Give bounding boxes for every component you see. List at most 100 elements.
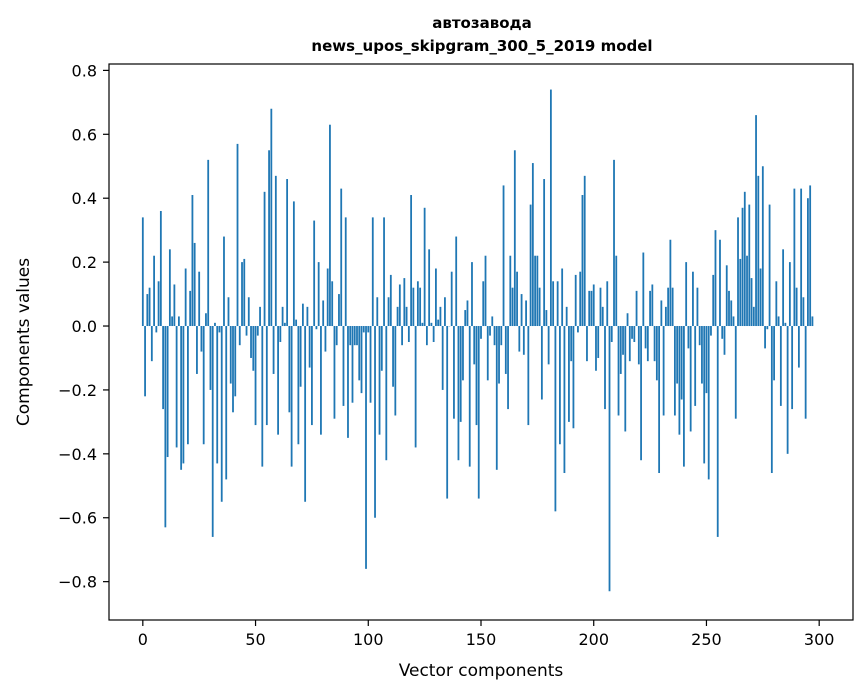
bar xyxy=(444,297,446,327)
bar xyxy=(394,326,397,416)
x-tick-label: 50 xyxy=(245,630,265,649)
bar xyxy=(407,326,410,342)
bar xyxy=(475,326,478,426)
bar xyxy=(504,326,507,374)
bar xyxy=(809,185,812,327)
bar xyxy=(527,326,530,426)
bar xyxy=(683,326,685,467)
bar xyxy=(202,326,205,445)
bar xyxy=(797,326,800,368)
bar xyxy=(631,326,633,339)
bar xyxy=(635,290,638,327)
bar xyxy=(610,326,613,342)
bar xyxy=(234,326,237,397)
bar xyxy=(561,268,564,327)
bar xyxy=(473,326,476,365)
y-tick-label: 0.8 xyxy=(72,61,97,80)
x-axis-ticks: 0 50 100 150 200 250 300 xyxy=(138,620,835,649)
bar xyxy=(811,316,814,327)
bar xyxy=(705,326,708,394)
bar xyxy=(196,326,198,374)
bar xyxy=(403,278,406,327)
bar xyxy=(710,326,712,336)
bar xyxy=(538,287,541,327)
bar xyxy=(509,255,512,327)
bar xyxy=(306,306,309,327)
bar xyxy=(286,179,289,327)
x-tick-label: 150 xyxy=(466,630,497,649)
bar xyxy=(770,326,773,474)
bar xyxy=(459,326,462,422)
bar xyxy=(513,150,516,327)
bar xyxy=(191,195,194,327)
bar xyxy=(739,258,742,327)
bar xyxy=(396,306,399,327)
bar xyxy=(200,326,203,352)
bar xyxy=(615,255,618,327)
bar xyxy=(279,326,282,342)
bar xyxy=(743,191,746,327)
bar xyxy=(184,268,187,327)
bar xyxy=(347,326,349,438)
bar xyxy=(189,290,192,327)
bar xyxy=(750,278,753,327)
bar xyxy=(606,281,609,327)
bar xyxy=(698,326,701,346)
bar xyxy=(507,326,509,410)
bar xyxy=(464,310,467,327)
bar xyxy=(421,322,424,327)
bar xyxy=(398,284,401,327)
bar xyxy=(800,188,803,327)
bar xyxy=(624,326,627,432)
bar xyxy=(272,326,275,374)
bar xyxy=(692,271,694,327)
bar xyxy=(617,326,620,416)
bar xyxy=(392,326,394,387)
bar xyxy=(301,303,304,327)
bar xyxy=(572,326,575,429)
bar xyxy=(268,150,270,327)
bar xyxy=(662,326,665,416)
bar xyxy=(430,322,433,327)
bar xyxy=(604,326,606,410)
bar xyxy=(531,163,534,327)
bar xyxy=(340,188,343,327)
bar xyxy=(218,326,221,333)
bar xyxy=(437,319,440,327)
bar xyxy=(216,326,219,464)
bar xyxy=(536,255,539,327)
bar xyxy=(489,326,491,336)
bar xyxy=(696,287,699,327)
bar xyxy=(755,115,757,327)
bar xyxy=(261,326,264,467)
plot-frame xyxy=(108,63,854,621)
bar xyxy=(342,326,345,406)
bar xyxy=(326,268,329,327)
bar xyxy=(367,326,370,333)
bar xyxy=(644,326,647,349)
bar xyxy=(333,326,336,419)
bar xyxy=(232,326,234,413)
bar xyxy=(419,287,422,327)
bar xyxy=(290,326,293,467)
bar xyxy=(462,326,464,381)
bar xyxy=(786,326,789,454)
bar xyxy=(649,290,651,327)
bar xyxy=(608,326,611,592)
bar xyxy=(313,220,316,327)
x-tick-label: 300 xyxy=(804,630,835,649)
bar xyxy=(324,326,327,352)
bar xyxy=(664,306,667,327)
bar xyxy=(757,175,760,327)
bar xyxy=(360,326,363,394)
bar xyxy=(559,326,561,445)
bar xyxy=(259,306,261,327)
bar xyxy=(511,287,514,327)
y-tick-label: 0.6 xyxy=(72,125,97,144)
bar xyxy=(457,326,460,461)
bar xyxy=(491,316,494,327)
bar xyxy=(807,198,809,327)
bar xyxy=(144,326,146,397)
bar xyxy=(274,175,277,327)
bar xyxy=(365,326,367,569)
